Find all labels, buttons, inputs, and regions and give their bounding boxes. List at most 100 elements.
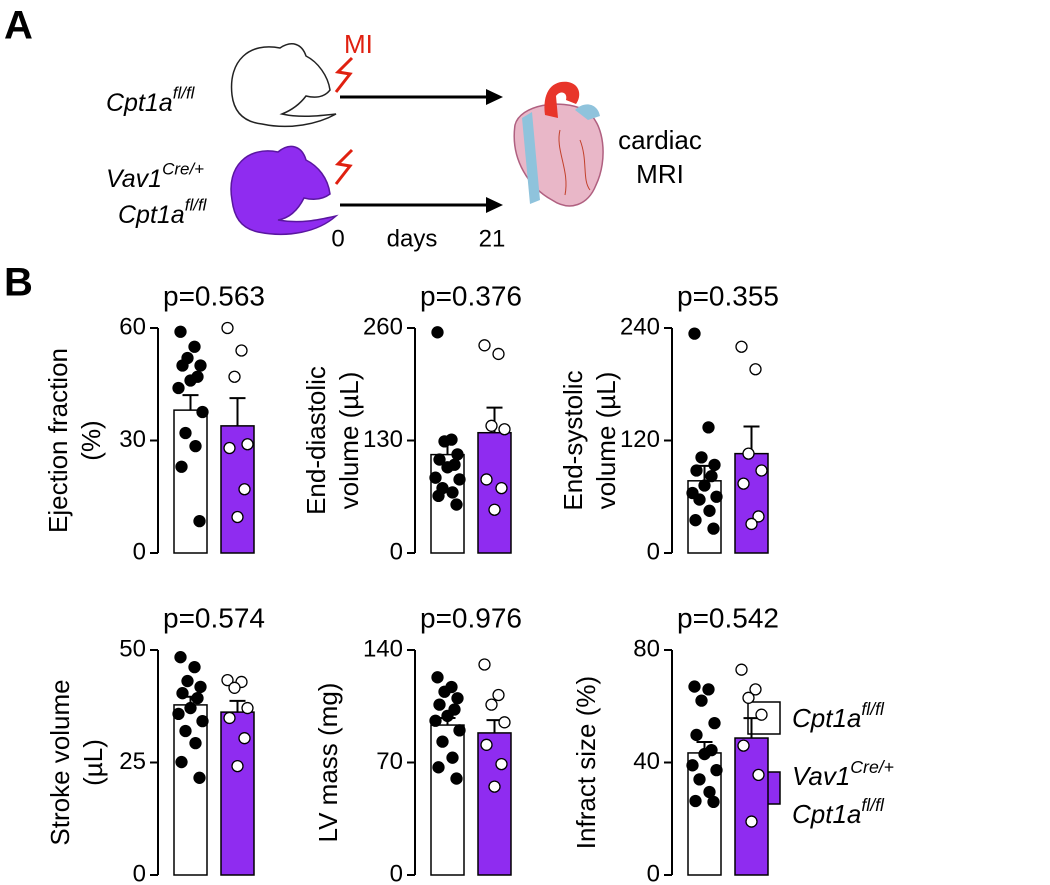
- y-tick-label: 0: [133, 538, 146, 565]
- data-point: [480, 473, 493, 486]
- data-point: [433, 453, 446, 466]
- data-point: [196, 405, 209, 419]
- data-point: [689, 514, 702, 527]
- data-point: [223, 441, 236, 455]
- data-point: [238, 732, 251, 745]
- data-point: [488, 780, 501, 793]
- data-point: [498, 716, 511, 729]
- data-point: [181, 674, 194, 688]
- data-point: [188, 340, 201, 353]
- data-point: [432, 761, 445, 774]
- y-tick-label: 25: [119, 748, 146, 775]
- label: Cpt1afl/fl: [118, 196, 208, 229]
- data-point: [705, 469, 718, 483]
- y-tick-label: 0: [390, 860, 403, 885]
- data-point: [498, 423, 511, 436]
- data-point: [193, 771, 206, 784]
- data-point: [189, 439, 202, 453]
- data-point: [453, 473, 466, 486]
- data-point: [191, 692, 204, 705]
- injury-bolt: [334, 56, 354, 93]
- data-point: [175, 460, 188, 473]
- data-point: [690, 728, 703, 742]
- data-point: [436, 735, 449, 748]
- data-point: [189, 737, 202, 750]
- data-point: [492, 688, 505, 702]
- y-tick-label: 130: [363, 426, 403, 453]
- y-axis-label: volume (µL): [591, 372, 621, 510]
- arrow-head: [486, 197, 503, 213]
- data-point: [703, 504, 716, 517]
- bar: [734, 452, 769, 554]
- data-point: [446, 486, 459, 499]
- data-point: [707, 795, 720, 809]
- data-point: [749, 363, 762, 376]
- data-point: [433, 698, 446, 711]
- data-point: [689, 794, 702, 808]
- heart-vein: [558, 129, 591, 196]
- data-point: [495, 481, 508, 495]
- data-point: [485, 419, 498, 432]
- y-axis-label: End-systolic: [558, 370, 588, 510]
- data-point: [755, 708, 768, 721]
- readout-label: cardiac: [618, 125, 702, 155]
- chart-title: p=0.376: [420, 280, 522, 311]
- label: Vav1Cre/+: [106, 160, 204, 193]
- data-point: [690, 464, 703, 477]
- data-point: [446, 751, 459, 764]
- data-point: [480, 738, 493, 751]
- data-point: [707, 522, 720, 535]
- data-point: [441, 709, 454, 723]
- data-point: [708, 458, 721, 472]
- y-tick-label: 0: [133, 860, 146, 885]
- error-bar: [182, 394, 199, 411]
- label-sup: fl/fl: [861, 699, 885, 719]
- chart-title: p=0.574: [163, 602, 265, 633]
- data-point: [708, 716, 721, 730]
- label-sup: fl/fl: [173, 84, 196, 103]
- data-point: [194, 359, 207, 372]
- data-point: [488, 503, 501, 516]
- data-point: [755, 464, 768, 477]
- data-point: [231, 759, 244, 773]
- data-point: [193, 514, 206, 528]
- label-base: Vav1: [106, 165, 162, 193]
- data-point: [432, 489, 445, 503]
- data-point: [495, 757, 508, 771]
- data-point: [188, 660, 201, 674]
- data-point: [184, 701, 197, 715]
- data-point: [485, 698, 498, 711]
- data-point: [179, 724, 192, 738]
- y-axis-label: (µL): [78, 739, 108, 786]
- timeline-start: 0: [331, 225, 344, 252]
- data-point: [179, 426, 192, 440]
- data-point: [228, 370, 241, 383]
- y-axis-label: (%): [76, 420, 106, 460]
- data-point: [737, 739, 750, 752]
- data-point: [223, 711, 236, 725]
- error-bar: [229, 699, 246, 713]
- label-base: Cpt1a: [118, 201, 185, 229]
- schematic-art: [230, 43, 604, 235]
- timeline-unit: days: [387, 225, 438, 252]
- y-axis-label: Ejection fraction: [43, 348, 73, 533]
- data-point: [235, 344, 248, 357]
- data-point: [438, 685, 451, 698]
- data-point: [174, 325, 187, 338]
- data-point: [172, 381, 185, 395]
- data-point: [749, 683, 762, 696]
- data-point: [698, 747, 711, 761]
- data-point: [735, 663, 748, 676]
- label: Vav1Cre/+: [792, 757, 894, 791]
- label: Cpt1afl/fl: [106, 84, 196, 117]
- data-point: [693, 773, 706, 786]
- y-tick-label: 30: [119, 426, 146, 453]
- data-point: [450, 498, 463, 511]
- data-point: [702, 421, 715, 434]
- data-point: [688, 327, 701, 340]
- y-tick-label: 60: [119, 313, 146, 340]
- y-tick-label: 240: [620, 313, 660, 340]
- chart-title: p=0.355: [677, 280, 779, 311]
- data-point: [175, 755, 188, 769]
